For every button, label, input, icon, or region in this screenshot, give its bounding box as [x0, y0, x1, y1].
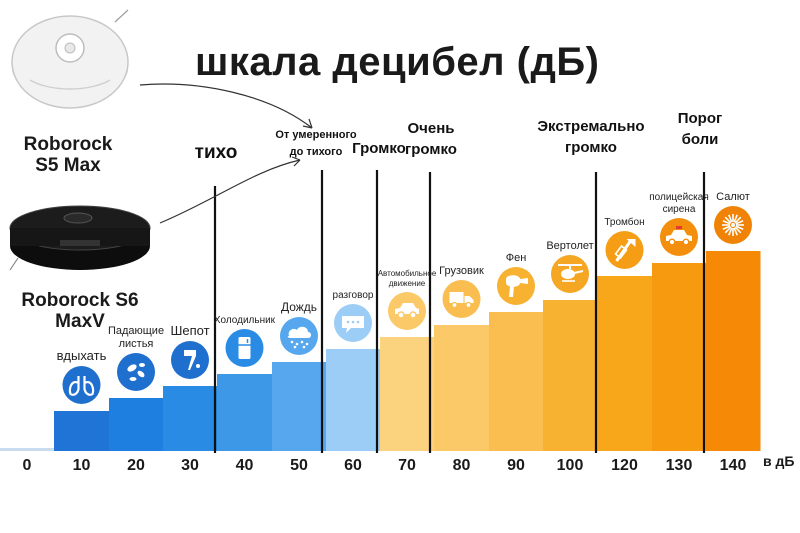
category-label: От умеренного до тихого: [275, 129, 357, 158]
tick-label: 80: [453, 457, 471, 474]
tick-label: 90: [507, 457, 525, 474]
speech-bubble-icon: [334, 304, 372, 342]
robot-s6maxv-name-line2: MaxV: [55, 311, 105, 332]
category-label: Очень громко: [405, 120, 457, 158]
helicopter-icon: [551, 255, 589, 293]
tick-label: 40: [236, 457, 254, 474]
category-label: тихо: [195, 142, 238, 163]
hair-dryer-icon: [497, 267, 535, 305]
whisper-icon: [171, 341, 209, 379]
robot-s6maxv-name-line1: Roborock S6: [21, 290, 139, 311]
robot-s5max-label: Roborock S5 Max: [8, 134, 128, 176]
robot-s5max-image: [11, 9, 129, 109]
car-icon: [388, 292, 426, 330]
bar-10db: [54, 411, 110, 451]
sound-label: вдыхать: [57, 348, 107, 363]
sound-label: Грузовик: [439, 265, 484, 277]
tick-label: 60: [344, 457, 362, 474]
bar-100db: [543, 300, 598, 451]
robot-s6maxv-label: Roborock S6 MaxV: [10, 290, 150, 332]
bar-0db: [0, 448, 55, 451]
truck-icon: [442, 280, 481, 318]
bar-20db: [109, 398, 164, 451]
trombone-icon: [605, 231, 644, 269]
tick-label: 140: [720, 457, 747, 474]
sound-label: Дождь: [281, 300, 317, 314]
robot-s6maxv-image: [9, 205, 151, 271]
tick-label: 10: [73, 457, 91, 474]
bar-130db: [652, 263, 707, 451]
bar-50db: [272, 362, 327, 451]
leaves-icon: [117, 353, 155, 391]
category-label: Порог боли: [678, 110, 723, 148]
sound-label: Салют: [716, 191, 750, 203]
sound-label: Холодильник: [214, 315, 276, 326]
robot-s5max-name-line2: S5 Max: [35, 155, 101, 176]
unit-label: в дБ: [763, 453, 794, 469]
tick-label: 130: [666, 457, 693, 474]
tick-label: 20: [127, 457, 145, 474]
sound-label: полицейская сирена: [649, 192, 709, 215]
lungs-icon: [62, 366, 101, 404]
tick-label: 30: [181, 457, 199, 474]
sound-label: Фен: [506, 252, 527, 264]
arrow-s6maxv: [159, 159, 301, 224]
tick-label: 120: [611, 457, 638, 474]
tick-label: 70: [398, 457, 416, 474]
sound-label: Тромбон: [604, 216, 644, 228]
arrow-s5max: [139, 83, 313, 129]
sound-label: Автомобильное движение: [378, 269, 437, 288]
bar-40db: [217, 374, 273, 451]
page-title: шкала децибел (дБ): [195, 40, 600, 84]
sound-label: Шепот: [170, 323, 209, 338]
sound-label: Падающие листья: [108, 325, 164, 350]
category-label: Экстремально громко: [537, 118, 644, 156]
bar-90db: [489, 312, 544, 451]
fireworks-icon: [714, 206, 752, 244]
fridge-icon: [225, 329, 264, 367]
category-label: Громко: [352, 140, 406, 157]
bar-30db: [163, 386, 218, 451]
bar-80db: [434, 325, 490, 451]
bar-140db: [706, 251, 761, 451]
bar-120db: [597, 276, 653, 451]
police-car-icon: [660, 218, 698, 256]
bar-60db: [326, 349, 381, 451]
bar-70db: [380, 337, 435, 451]
sound-label: Вертолет: [546, 240, 593, 252]
rain-cloud-icon: [280, 317, 318, 355]
tick-label: 0: [23, 457, 32, 474]
sound-label: разговор: [333, 290, 374, 301]
tick-label: 100: [557, 457, 584, 474]
robot-s5max-name-line1: Roborock: [23, 134, 113, 155]
tick-label: 50: [290, 457, 308, 474]
